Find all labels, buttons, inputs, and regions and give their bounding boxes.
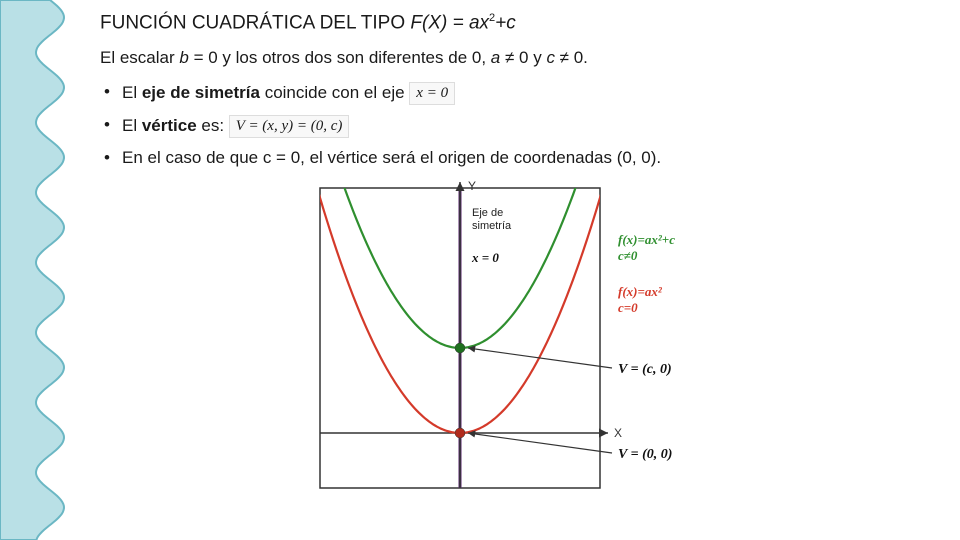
b1-t1: El [122,83,142,102]
title-suffix: +c [495,12,516,33]
svg-text:V = (c, 0): V = (c, 0) [618,362,672,377]
quadratic-chart: X Y Eje desimetría x = 0 f(x)=ax²+cc≠0 f(x)=a… [280,178,740,498]
svg-text:c=0: c=0 [618,300,638,315]
b3-t1: En el caso de que [122,148,263,167]
b3-t2: = 0, el vértice será el origen de coorde… [271,148,661,167]
b1-t2: coincide con el eje [260,83,409,102]
chart-container: X Y Eje desimetría x = 0 f(x)=ax²+cc≠0 f(x)=a… [100,178,920,503]
b1-math: x = 0 [409,82,455,105]
b2-math: V = (x, y) = (0, c) [229,115,350,138]
bullet-1: El eje de simetría coincide con el eje x… [100,82,920,105]
svg-text:c≠0: c≠0 [618,248,638,263]
svg-text:Eje de: Eje de [472,207,503,219]
b2-t2: es: [197,116,229,135]
sub-t2: = 0 y los otros dos son diferentes de 0, [189,48,491,67]
svg-text:f(x)=ax²: f(x)=ax² [618,284,663,299]
sub-b: b [179,48,188,67]
title-fx: F(X) = ax [410,12,489,33]
sub-a: a [491,48,500,67]
slide-title: FUNCIÓN CUADRÁTICA DEL TIPO F(X) = ax2+c [100,12,920,34]
slide-content: FUNCIÓN CUADRÁTICA DEL TIPO F(X) = ax2+c… [100,12,920,503]
b2-t1: El [122,116,142,135]
svg-text:V = (0, 0): V = (0, 0) [618,447,672,462]
sub-c: c [546,48,555,67]
svg-text:Y: Y [468,179,476,193]
svg-text:X: X [614,426,622,440]
slide-subtitle: El escalar b = 0 y los otros dos son dif… [100,48,920,68]
b2-bold: vértice [142,116,197,135]
b1-bold: eje de simetría [142,83,260,102]
title-prefix: FUNCIÓN CUADRÁTICA DEL TIPO [100,12,410,33]
bullet-3: En el caso de que c = 0, el vértice será… [100,148,920,168]
sub-t4: ≠ 0. [555,48,588,67]
slide-wave-border [0,0,80,540]
bullet-list: El eje de simetría coincide con el eje x… [100,82,920,168]
svg-text:x = 0: x = 0 [471,250,499,265]
svg-text:simetría: simetría [472,220,512,232]
sub-t1: El escalar [100,48,179,67]
bullet-2: El vértice es: V = (x, y) = (0, c) [100,115,920,138]
svg-text:f(x)=ax²+c: f(x)=ax²+c [618,232,675,247]
sub-t3: ≠ 0 y [500,48,546,67]
